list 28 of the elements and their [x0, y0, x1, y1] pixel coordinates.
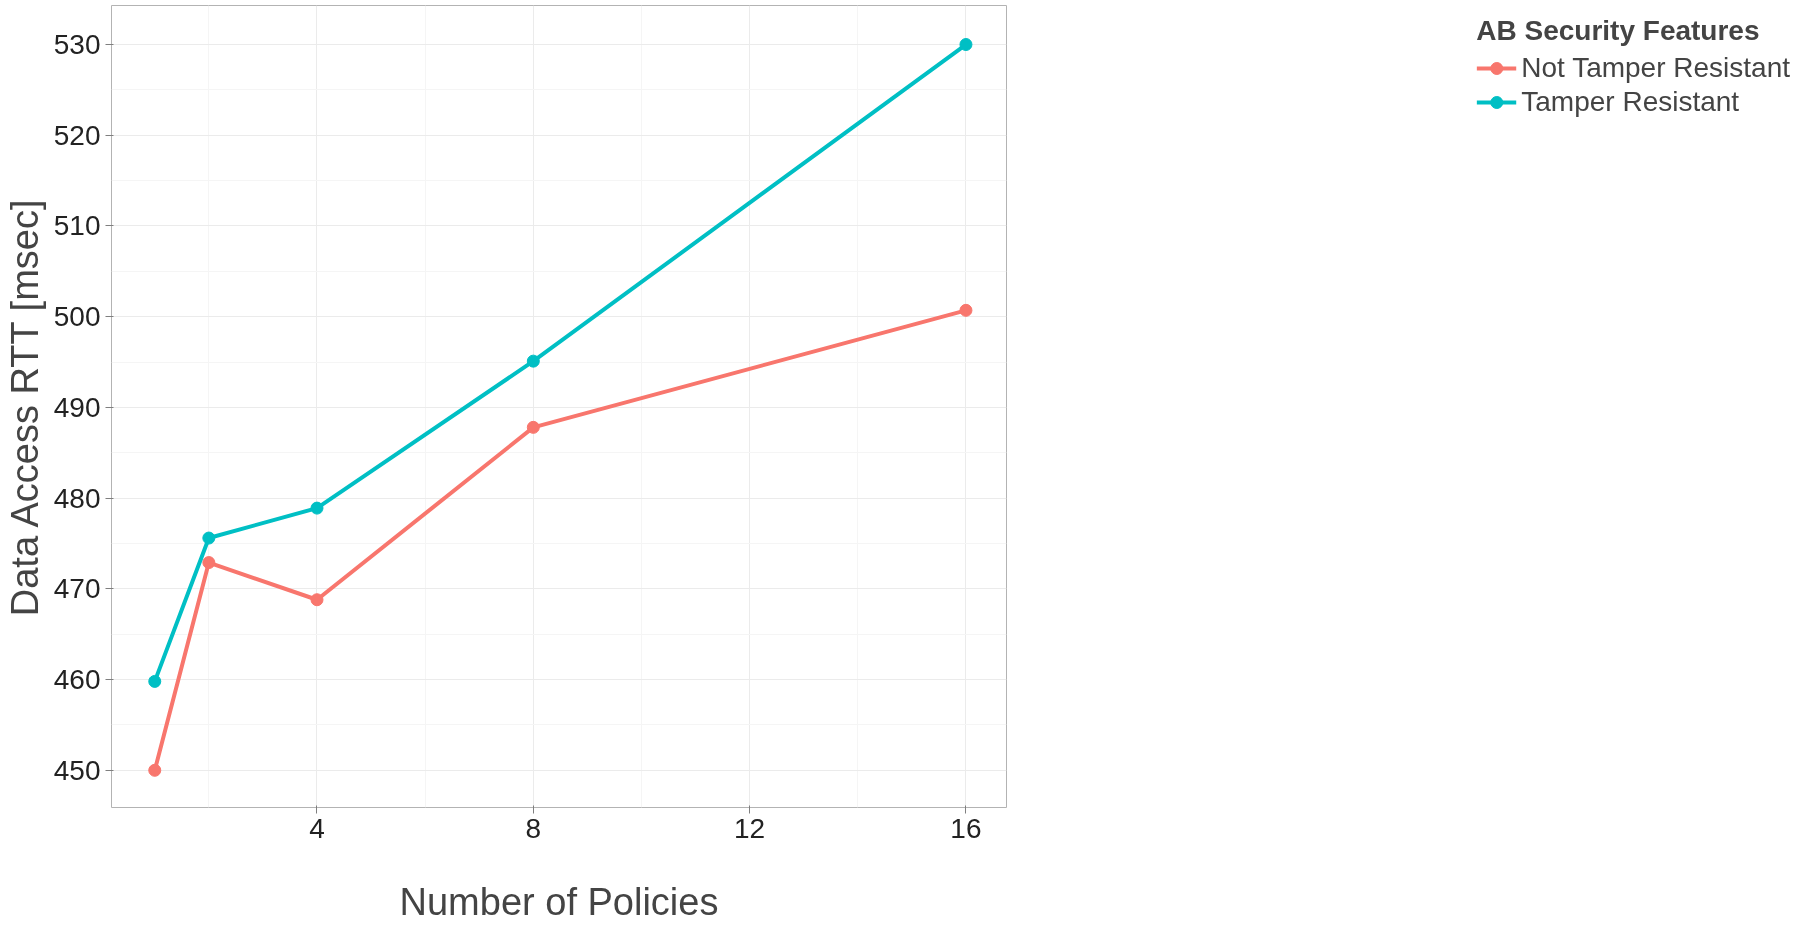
x-tick-label: 4 — [309, 812, 325, 844]
y-tick-label: 520 — [53, 119, 101, 151]
point — [310, 501, 324, 515]
point — [959, 38, 973, 51]
legend-title: AB Security Features — [1476, 15, 1761, 47]
legend-label: Tamper Resistant — [1521, 86, 1740, 118]
y-tick-label: 470 — [53, 573, 101, 605]
y-axis-title: Data Access RTT [msec] — [3, 199, 46, 617]
x-tick-label: 12 — [734, 812, 766, 844]
point — [310, 593, 324, 607]
point — [959, 303, 973, 317]
y-tick-label: 510 — [53, 210, 101, 242]
x-axis-title: Number of Policies — [399, 880, 719, 923]
point — [202, 556, 216, 570]
legend-label: Not Tamper Resistant — [1521, 52, 1790, 84]
point — [202, 531, 216, 545]
y-tick-label: 450 — [53, 754, 101, 786]
y-tick-label: 500 — [53, 301, 101, 333]
point — [526, 420, 540, 434]
y-tick-label: 490 — [53, 391, 101, 423]
y-tick-label: 480 — [53, 482, 101, 514]
point — [526, 354, 540, 368]
x-tick-label: 16 — [950, 812, 982, 844]
y-tick-label: 530 — [53, 29, 101, 61]
point — [148, 763, 162, 777]
x-tick-label: 8 — [525, 812, 542, 844]
point — [148, 674, 162, 688]
y-tick-label: 460 — [53, 664, 101, 696]
